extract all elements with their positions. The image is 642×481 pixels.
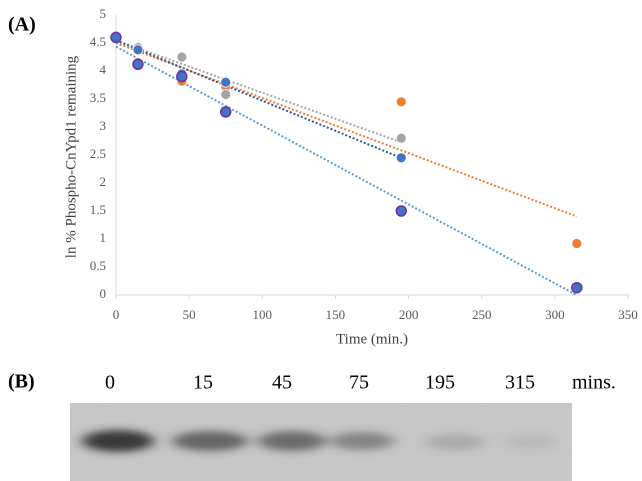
x-axis-label: Time (min.) [336,331,408,347]
lane-label: 45 [272,372,292,394]
y-tick-label: 5 [100,6,107,21]
data-point [221,77,231,87]
gel-band [258,431,326,451]
panel-label: (B) [8,371,35,393]
y-tick-label: 1 [100,230,107,245]
lane-label: 315 [505,372,535,394]
panel-label: (A) [8,14,36,36]
x-tick-label: 250 [472,307,492,322]
data-point [572,283,582,293]
gel-band [82,430,154,452]
data-point [396,97,406,107]
trendline [116,40,401,142]
x-tick-label: 300 [545,307,565,322]
y-tick-label: 3 [100,118,107,133]
data-point [133,45,143,55]
lane-label: 0 [105,372,115,394]
x-tick-label: 150 [326,307,346,322]
x-tick-label: 100 [253,307,273,322]
lane-label: 195 [425,372,455,394]
data-point [396,133,406,143]
trendline [116,43,577,216]
y-tick-label: 2 [100,174,107,189]
x-tick-label: 200 [399,307,419,322]
data-point [177,72,187,82]
x-tick-label: 350 [618,307,638,322]
figure: (A) (B) Time (min.) ln % Phospho-CnYpd1 … [0,0,642,481]
y-tick-label: 3.5 [90,90,106,105]
lane-unit: mins. [572,372,616,394]
y-tick-label: 2.5 [90,146,106,161]
y-tick-label: 0 [100,286,107,301]
lane-label: 15 [193,372,213,394]
y-tick-label: 0.5 [90,258,106,273]
gel-band [425,434,485,450]
y-tick-label: 4 [100,62,107,77]
gel-band [172,431,248,451]
data-point [111,32,121,42]
x-tick-label: 50 [183,307,196,322]
data-point [396,153,406,163]
gel-image [70,403,572,481]
data-point [177,52,187,62]
y-tick-label: 4.5 [90,34,106,49]
data-point [221,90,231,100]
y-axis-label: ln % Phospho-CnYpd1 remaining [63,55,79,258]
gel-band [504,435,556,449]
data-point [221,107,231,117]
y-tick-label: 1.5 [90,202,106,217]
gel-band [330,432,394,450]
x-tick-label: 0 [113,307,120,322]
data-point [133,59,143,69]
data-point [572,238,582,248]
data-point [396,206,406,216]
lane-label: 75 [349,372,369,394]
